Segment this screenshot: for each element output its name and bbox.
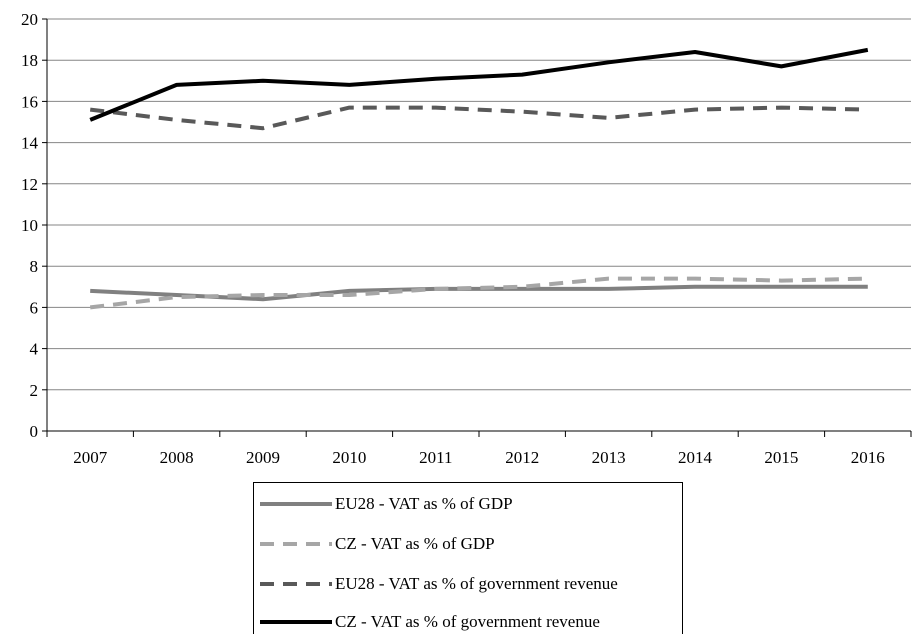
legend-swatch (260, 502, 332, 506)
y-tick-label: 2 (30, 381, 39, 400)
series-lines (89, 47, 869, 310)
series-line (89, 276, 868, 310)
x-tick-label: 2012 (505, 448, 539, 467)
legend: EU28 - VAT as % of GDP CZ - VAT as % of … (253, 482, 683, 634)
x-tick-label: 2007 (73, 448, 108, 467)
x-tick-label: 2016 (851, 448, 885, 467)
legend-item: CZ - VAT as % of government revenue (260, 611, 600, 633)
line-chart: 0 2 4 6 8 10 12 14 16 18 20 2007 2008 2009 2010 2011 201… (21, 10, 912, 467)
legend-swatch (260, 620, 332, 624)
x-tick-label: 2015 (764, 448, 798, 467)
y-tick-label: 8 (30, 257, 39, 276)
legend-item: CZ - VAT as % of GDP (260, 533, 495, 555)
x-tick-label: 2014 (678, 448, 713, 467)
y-tick-label: 12 (21, 175, 38, 194)
y-tick-label: 16 (21, 92, 38, 111)
x-tick-label: 2009 (246, 448, 280, 467)
x-tick-label: 2013 (592, 448, 626, 467)
legend-label: CZ - VAT as % of government revenue (335, 612, 600, 631)
x-tick-label: 2010 (332, 448, 366, 467)
y-tick-label: 10 (21, 216, 38, 235)
legend-swatch (260, 542, 332, 546)
y-tick-label: 14 (21, 134, 39, 153)
y-tick-label: 6 (30, 298, 39, 317)
x-tick-label: 2008 (160, 448, 194, 467)
legend-label: EU28 - VAT as % of government revenue (335, 574, 618, 593)
axes: 0 2 4 6 8 10 12 14 16 18 20 2007 2008 2009 2010 2011 201… (21, 10, 912, 467)
y-tick-label: 4 (30, 340, 39, 359)
legend-item: EU28 - VAT as % of government revenue (260, 573, 618, 595)
series-line (89, 105, 868, 131)
gridlines (47, 18, 911, 391)
y-tick-label: 18 (21, 51, 38, 70)
legend-swatch (260, 582, 332, 586)
y-tick-label: 20 (21, 10, 38, 29)
legend-label: EU28 - VAT as % of GDP (335, 494, 513, 513)
x-tick-label: 2011 (419, 448, 452, 467)
series-line (89, 47, 869, 122)
legend-item: EU28 - VAT as % of GDP (260, 493, 513, 515)
y-tick-label: 0 (30, 422, 39, 441)
legend-label: CZ - VAT as % of GDP (335, 534, 495, 553)
series-line (90, 284, 868, 302)
